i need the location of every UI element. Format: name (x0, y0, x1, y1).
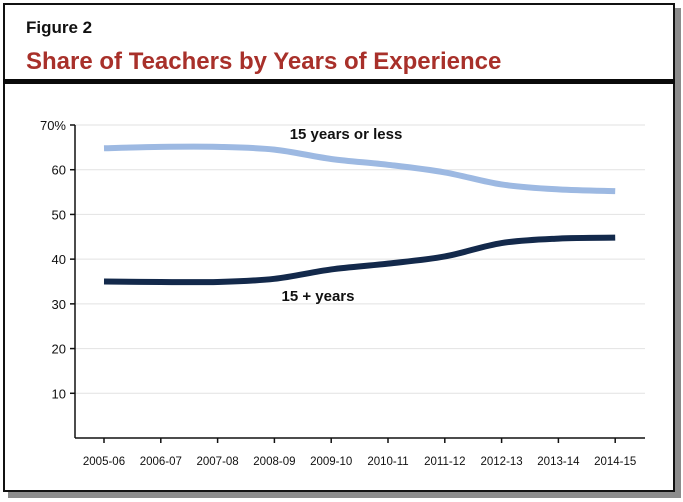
series-line-15-years-or-less (103, 143, 616, 195)
x-tick-label: 2007-08 (196, 456, 238, 468)
y-axis-ticks: 10 20 30 40 50 60 70% (40, 118, 75, 401)
series-line-15-plus-years (103, 234, 616, 286)
x-tick-label: 2014-15 (594, 456, 636, 468)
x-tick-label: 2006-07 (140, 456, 182, 468)
title-divider (3, 79, 675, 84)
y-tick-label: 30 (52, 297, 66, 312)
series-labels: 15 years or less 15 + years (282, 126, 403, 305)
figure-title: Share of Teachers by Years of Experience (26, 48, 502, 75)
y-tick-label: 20 (52, 342, 66, 357)
y-tick-label: 40 (52, 252, 66, 267)
figure-number: Figure 2 (26, 18, 93, 37)
figure-frame (3, 3, 675, 492)
x-tick-label: 2012-13 (480, 456, 522, 468)
x-tick-label: 2008-09 (253, 456, 295, 468)
x-tick-label: 2009-10 (310, 456, 352, 468)
y-tick-label: 10 (52, 386, 66, 401)
y-tick-label: 70% (40, 118, 66, 133)
x-tick-label: 2005-06 (83, 456, 125, 468)
x-axis-ticks: 2005-06 2006-07 2007-08 2008-09 2009-10 2010-… (83, 438, 636, 468)
y-tick-label: 60 (52, 163, 66, 178)
x-tick-label: 2010-11 (367, 456, 408, 468)
y-tick-label: 50 (52, 207, 66, 222)
x-tick-label: 2011-12 (424, 456, 465, 468)
x-tick-label: 2013-14 (537, 456, 580, 468)
series-lines (103, 143, 616, 286)
gridlines (75, 124, 645, 394)
series-label-15-years-or-less: 15 years or less (290, 126, 403, 143)
axes (74, 125, 645, 439)
series-label-15-plus-years: 15 + years (282, 288, 355, 305)
